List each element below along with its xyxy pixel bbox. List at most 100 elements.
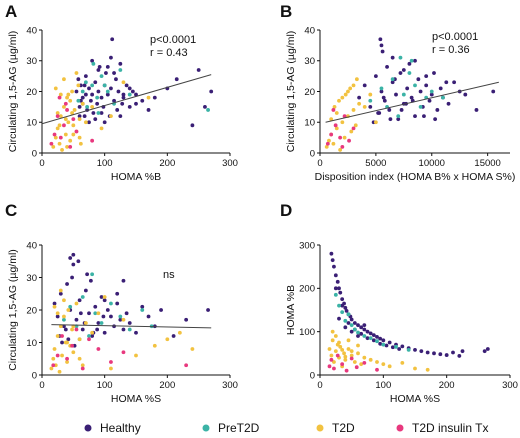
point-t2d-insulin-tx <box>362 360 367 365</box>
point-healthy <box>438 86 443 91</box>
legend-marker-t2d <box>316 424 324 432</box>
point-healthy <box>87 120 91 125</box>
point-t2d <box>357 101 362 106</box>
y-axis-label-d: HOMA %B <box>285 285 297 335</box>
point-healthy <box>96 68 101 72</box>
point-t2d <box>349 349 354 354</box>
x-axis-label-d: HOMA %S <box>390 393 440 405</box>
point-pret2d <box>76 98 81 103</box>
point-healthy <box>114 77 118 82</box>
point-healthy <box>340 303 345 308</box>
point-t2d <box>324 144 329 149</box>
point-healthy <box>368 104 373 109</box>
point-healthy <box>77 114 82 118</box>
point-t2d <box>83 321 88 325</box>
point-healthy <box>134 330 138 335</box>
point-healthy <box>115 108 120 112</box>
point-t2d-insulin-tx <box>55 114 60 118</box>
point-pret2d <box>96 111 101 115</box>
y-tick-label-c: 30 <box>26 273 37 284</box>
point-healthy <box>96 89 101 94</box>
point-healthy <box>102 298 107 303</box>
point-t2d-insulin-tx <box>327 364 332 369</box>
point-healthy <box>396 117 401 122</box>
point-pret2d <box>407 71 412 75</box>
point-healthy <box>405 86 410 91</box>
point-healthy <box>80 327 85 332</box>
x-tick-label-a: 200 <box>159 158 175 169</box>
point-t2d-insulin-tx <box>70 343 74 348</box>
y-tick-label-a: 0 <box>32 148 37 159</box>
point-pret2d <box>127 327 132 332</box>
point-t2d <box>334 126 339 131</box>
y-tick-label-b: 0 <box>310 148 315 159</box>
point-t2d <box>354 77 359 82</box>
point-healthy <box>381 95 386 100</box>
point-healthy <box>482 349 487 354</box>
point-healthy <box>379 43 384 48</box>
point-healthy <box>419 349 424 354</box>
point-healthy <box>118 317 123 322</box>
point-healthy <box>80 95 85 100</box>
point-t2d <box>66 92 71 97</box>
panel-letter-a: A <box>5 2 17 21</box>
point-t2d <box>346 338 351 343</box>
point-healthy <box>446 101 451 106</box>
point-t2d <box>342 351 346 356</box>
point-pret2d <box>140 308 145 312</box>
point-t2d <box>60 353 64 358</box>
point-t2d <box>333 349 338 354</box>
point-healthy <box>362 323 367 328</box>
point-healthy <box>413 58 417 63</box>
panel-letter-b: B <box>280 2 292 21</box>
point-t2d <box>71 132 76 137</box>
point-healthy <box>335 279 340 284</box>
point-healthy <box>371 338 376 343</box>
point-pret2d <box>356 330 360 335</box>
point-pret2d <box>118 314 123 319</box>
point-healthy <box>365 329 370 334</box>
point-healthy <box>90 58 95 63</box>
point-pret2d <box>362 334 367 338</box>
y-tick-label-b: 10 <box>304 118 315 129</box>
point-t2d <box>49 366 54 371</box>
point-t2d <box>65 360 69 364</box>
point-healthy <box>407 61 412 66</box>
point-healthy <box>159 308 163 312</box>
point-t2d <box>65 340 69 345</box>
point-t2d-insulin-tx <box>331 108 336 112</box>
x-tick-label-a: 100 <box>97 158 113 169</box>
point-healthy <box>432 71 436 75</box>
point-healthy <box>435 108 440 112</box>
x-tick-label-d: 100 <box>375 380 391 391</box>
point-healthy <box>115 301 120 306</box>
point-healthy <box>109 86 113 91</box>
point-t2d <box>58 114 63 118</box>
point-healthy <box>344 308 349 313</box>
point-pret2d <box>99 74 104 79</box>
point-t2d <box>332 360 336 364</box>
point-t2d <box>337 340 341 345</box>
point-healthy <box>121 95 126 100</box>
point-healthy <box>88 98 93 103</box>
point-healthy <box>152 95 157 100</box>
point-healthy <box>491 89 496 94</box>
point-healthy <box>87 86 91 91</box>
x-tick-label-b: 5000 <box>365 158 386 169</box>
point-t2d <box>349 353 354 358</box>
point-pret2d <box>418 104 423 109</box>
x-tick-label-d: 200 <box>439 380 455 391</box>
point-pret2d <box>394 344 398 349</box>
point-t2d-insulin-tx <box>90 138 95 143</box>
point-pret2d <box>99 321 104 325</box>
point-healthy <box>99 95 104 100</box>
point-t2d-insulin-tx <box>71 117 76 122</box>
point-t2d <box>68 98 73 103</box>
point-t2d-insulin-tx <box>351 126 356 131</box>
point-t2d <box>177 330 182 335</box>
point-pret2d <box>368 336 373 341</box>
point-t2d <box>66 120 71 125</box>
y-tick-label-a: 20 <box>26 87 37 98</box>
point-healthy <box>93 304 98 309</box>
